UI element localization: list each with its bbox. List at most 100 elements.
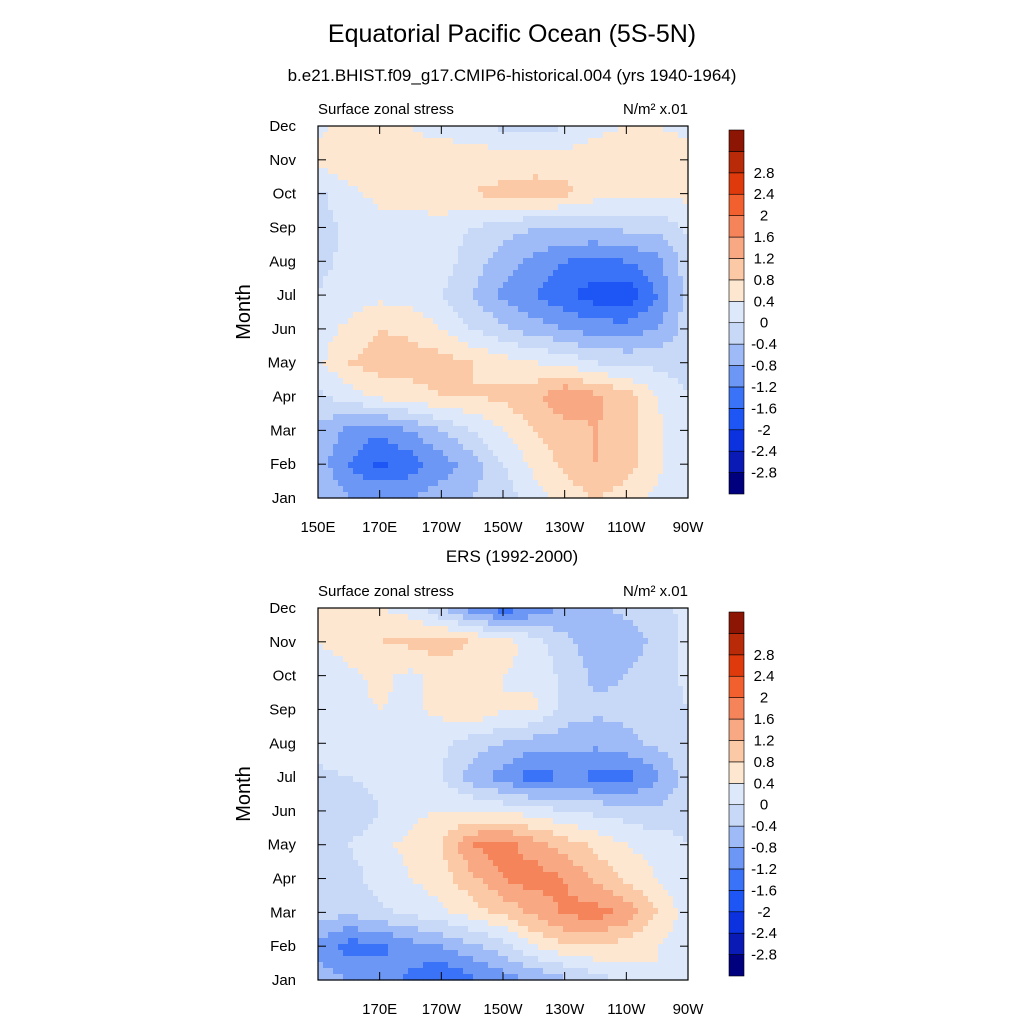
contour-cell (378, 450, 384, 457)
contour-cell (338, 246, 344, 253)
contour-cell (613, 294, 619, 301)
contour-cell (398, 408, 404, 415)
contour-cell (558, 614, 564, 621)
contour-cell (433, 384, 439, 391)
contour-cell (368, 614, 374, 621)
contour-cell (578, 198, 584, 205)
contour-cell (458, 450, 464, 457)
contour-cell (528, 456, 534, 463)
contour-cell (643, 408, 649, 415)
contour-cell (353, 216, 359, 223)
contour-cell (353, 492, 359, 499)
contour-cell (618, 186, 624, 193)
contour-cell (368, 348, 374, 355)
contour-cell (608, 324, 614, 331)
contour-cell (438, 264, 444, 271)
contour-cell (423, 192, 429, 199)
contour-cell (653, 222, 659, 229)
contour-cell (423, 408, 429, 415)
contour-cell (338, 204, 344, 211)
contour-cell (323, 336, 329, 343)
contour-cell (418, 432, 424, 439)
contour-cell (493, 336, 499, 343)
contour-cell (578, 426, 584, 433)
contour-cell (613, 462, 619, 469)
contour-cell (658, 144, 664, 151)
contour-cell (503, 330, 509, 337)
contour-cell (333, 396, 339, 403)
contour-cell (668, 474, 674, 481)
contour-cell (513, 270, 519, 277)
contour-cell (528, 162, 534, 169)
contour-cell (398, 240, 404, 247)
contour-cell (678, 126, 684, 133)
contour-cell (618, 264, 624, 271)
contour-cell (673, 372, 679, 379)
contour-cell (648, 348, 654, 355)
contour-cell (598, 414, 604, 421)
contour-cell (343, 474, 349, 481)
contour-cell (428, 318, 434, 325)
contour-cell (438, 168, 444, 175)
contour-cell (323, 378, 329, 385)
contour-cell (493, 150, 499, 157)
contour-cell (423, 144, 429, 151)
contour-cell (638, 222, 644, 229)
contour-cell (618, 252, 624, 259)
contour-cell (503, 372, 509, 379)
contour-cell (348, 480, 354, 487)
contour-cell (538, 354, 544, 361)
contour-cell (508, 378, 514, 385)
figure-title: Equatorial Pacific Ocean (5S-5N) (327, 20, 697, 48)
contour-cell (423, 180, 429, 187)
contour-cell (353, 462, 359, 469)
contour-cell (408, 462, 414, 469)
contour-cell (668, 126, 674, 133)
contour-cell (343, 186, 349, 193)
contour-cell (663, 414, 669, 421)
contour-cell (388, 228, 394, 235)
contour-cell (503, 174, 509, 181)
contour-cell (578, 348, 584, 355)
contour-cell (573, 234, 579, 241)
contour-cell (453, 306, 459, 313)
contour-cell (343, 168, 349, 175)
contour-cell (498, 306, 504, 313)
contour-cell (553, 276, 559, 283)
contour-cell (343, 294, 349, 301)
contour-cell (563, 366, 569, 373)
contour-cell (358, 252, 364, 259)
contour-cell (598, 258, 604, 265)
contour-cell (588, 156, 594, 163)
contour-cell (398, 324, 404, 331)
contour-cell (658, 474, 664, 481)
contour-cell (548, 378, 554, 385)
contour-cell (378, 306, 384, 313)
contour-cell (658, 228, 664, 235)
contour-cell (423, 372, 429, 379)
contour-cell (538, 228, 544, 235)
contour-cell (353, 474, 359, 481)
contour-cell (408, 228, 414, 235)
contour-cell (348, 234, 354, 241)
contour-cell (523, 432, 529, 439)
contour-cell (583, 222, 589, 229)
contour-cell (358, 150, 364, 157)
contour-cell (388, 246, 394, 253)
contour-cell (338, 318, 344, 325)
contour-cell (553, 468, 559, 475)
contour-cell (513, 378, 519, 385)
contour-cell (378, 258, 384, 265)
contour-cell (658, 156, 664, 163)
contour-cell (463, 288, 469, 295)
contour-cell (668, 608, 674, 615)
contour-cell (578, 174, 584, 181)
contour-cell (518, 420, 524, 427)
contour-cell (668, 312, 674, 319)
contour-cell (628, 168, 634, 175)
contour-cell (493, 294, 499, 301)
contour-cell (643, 282, 649, 289)
contour-cell (623, 438, 629, 445)
contour-cell (593, 252, 599, 259)
contour-cell (483, 306, 489, 313)
